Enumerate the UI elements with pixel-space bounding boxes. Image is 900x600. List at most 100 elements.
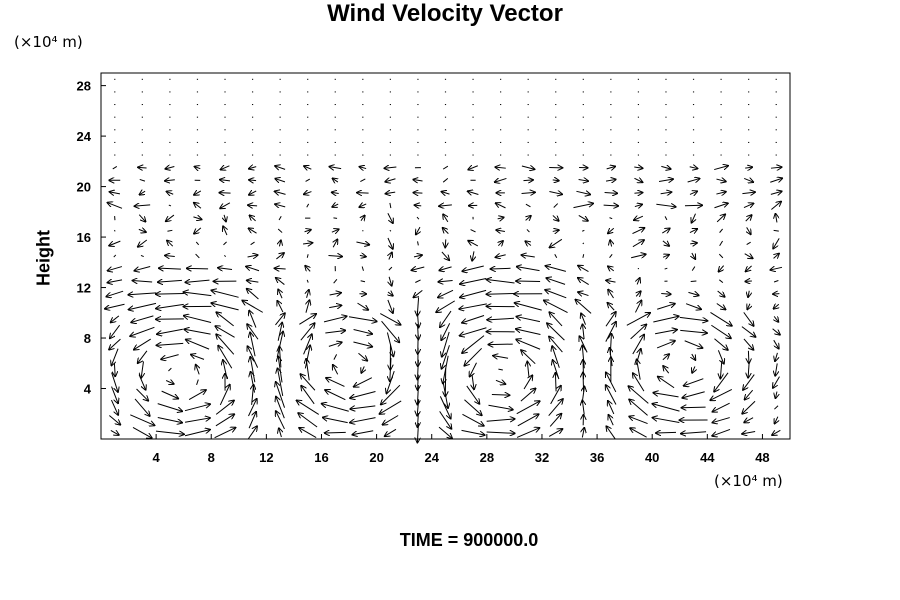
- wind-vector-arrow: [608, 290, 614, 299]
- wind-vector-arrow: [388, 266, 393, 271]
- wind-vector-arrow: [328, 342, 342, 347]
- wind-vector-arrow: [552, 230, 559, 231]
- wind-vector-arrow: [719, 265, 724, 272]
- wind-vector-arrow: [184, 418, 210, 423]
- x-tick-label: 24: [424, 450, 439, 465]
- wind-vector-arrow: [632, 335, 644, 355]
- wind-vector-arrow: [380, 400, 402, 414]
- wind-vector-arrow: [605, 312, 616, 327]
- wind-vector-arrow: [581, 314, 586, 325]
- wind-vector-arrow: [495, 380, 505, 384]
- wind-vector-arrow: [248, 412, 256, 429]
- y-tick-label: 24: [77, 129, 92, 144]
- wind-vector-arrow: [323, 316, 346, 323]
- wind-vector-arrow: [516, 401, 540, 415]
- wind-vector-arrow: [134, 338, 151, 349]
- wind-vector-arrow: [486, 432, 515, 433]
- wind-vector-arrow: [442, 177, 449, 183]
- wind-vector-arrow: [279, 428, 282, 438]
- wind-vector-arrow: [717, 350, 723, 363]
- wind-vector-arrow: [304, 192, 312, 195]
- wind-vector-arrow: [443, 228, 449, 235]
- wind-vector-arrow: [741, 326, 756, 337]
- wind-vector-arrow: [682, 391, 705, 398]
- wind-vector-arrow: [610, 240, 612, 247]
- x-tick-label: 4: [153, 450, 161, 465]
- wind-vector-arrow: [582, 387, 584, 404]
- wind-vector-arrow: [712, 428, 731, 435]
- wind-vector-arrow: [138, 229, 146, 232]
- wind-vector-arrow: [527, 362, 529, 378]
- wind-vector-arrow: [110, 430, 119, 435]
- wind-vector-arrow: [692, 252, 695, 259]
- wind-vector-arrow: [632, 240, 644, 248]
- wind-vector-arrow: [712, 417, 730, 423]
- wind-vector-arrow: [679, 316, 708, 320]
- wind-vector-arrow: [691, 266, 696, 271]
- wind-vector-arrow: [550, 238, 563, 247]
- wind-vector-arrow: [278, 357, 283, 383]
- wind-vector-arrow: [716, 303, 726, 310]
- wind-vector-arrow: [689, 229, 697, 233]
- wind-vector-arrow: [488, 404, 512, 409]
- wind-vector-arrow: [443, 214, 448, 223]
- wind-vector-arrow: [156, 303, 184, 308]
- wind-vector-arrow: [656, 432, 677, 433]
- wind-vector-arrow: [714, 372, 729, 392]
- wind-vector-arrow: [774, 405, 779, 410]
- wind-vector-arrow: [773, 238, 780, 248]
- wind-vector-arrow: [606, 280, 616, 282]
- wind-vector-arrow: [491, 394, 509, 395]
- wind-vector-arrow: [744, 254, 753, 259]
- wind-vector-arrow: [609, 415, 614, 426]
- vector-arrows: [105, 78, 782, 442]
- wind-vector-arrow: [306, 279, 309, 283]
- wind-vector-arrow: [276, 411, 285, 430]
- wind-vector-arrow: [442, 331, 450, 357]
- wind-vector-arrow: [297, 400, 319, 415]
- wind-vector-arrow: [389, 253, 392, 260]
- wind-vector-arrow: [299, 314, 316, 325]
- wind-vector-arrow: [460, 277, 487, 284]
- wind-vector-arrow: [746, 265, 752, 271]
- wind-vector-arrow: [300, 374, 316, 391]
- wind-vector-arrow: [439, 205, 452, 206]
- wind-vector-arrow: [608, 401, 615, 415]
- wind-vector-arrow: [716, 192, 725, 194]
- wind-vector-arrow: [223, 226, 227, 236]
- wind-vector-arrow: [275, 191, 286, 194]
- wind-vector-arrow: [441, 323, 451, 340]
- wind-vector-arrow: [526, 229, 530, 233]
- wind-vector-arrow: [247, 324, 259, 340]
- wind-vector-arrow: [275, 313, 284, 326]
- wind-vector-arrow: [134, 398, 150, 416]
- wind-vector-arrow: [303, 243, 312, 244]
- wind-vector-arrow: [350, 417, 376, 423]
- wind-vector-arrow: [464, 399, 481, 415]
- wind-vector-arrow: [218, 268, 233, 270]
- wind-vector-arrow: [657, 304, 675, 310]
- wind-vector-arrow: [632, 228, 644, 235]
- wind-vector-arrow: [251, 372, 256, 393]
- wind-vector-arrow: [521, 350, 536, 365]
- wind-vector-arrow: [609, 217, 613, 220]
- wind-vector-arrow: [523, 180, 532, 181]
- wind-vector-arrow: [630, 325, 647, 340]
- wind-vector-arrow: [439, 411, 452, 428]
- wind-vector-arrow: [329, 305, 341, 307]
- wind-vector-arrow: [681, 432, 707, 434]
- wind-vector-arrow: [323, 418, 348, 424]
- wind-vector-arrow: [249, 311, 257, 328]
- wind-vector-arrow: [517, 414, 539, 427]
- wind-vector-arrow: [111, 315, 120, 322]
- wind-vector-arrow: [108, 203, 123, 209]
- wind-vector-arrow: [304, 166, 312, 169]
- wind-vector-arrow: [184, 292, 212, 297]
- wind-vector-arrow: [331, 229, 339, 232]
- wind-vector-arrow: [653, 418, 680, 423]
- wind-vector-arrow: [140, 191, 146, 194]
- wind-vector-arrow: [472, 251, 474, 260]
- x-axis-unit: (×10⁴ m): [714, 472, 783, 490]
- wind-vector-arrow: [552, 180, 559, 181]
- wind-vector-arrow: [546, 278, 566, 285]
